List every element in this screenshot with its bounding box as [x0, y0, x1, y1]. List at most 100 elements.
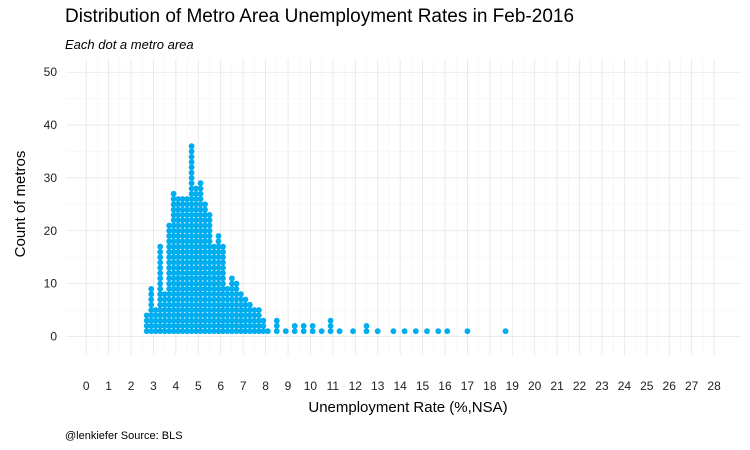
- metro-dot: [211, 301, 217, 308]
- metro-dot: [193, 196, 199, 202]
- x-tick-label: 10: [304, 379, 318, 393]
- metro-dot: [184, 249, 191, 255]
- metro-dot: [215, 328, 222, 335]
- metro-dot: [193, 249, 199, 255]
- metro-dot: [224, 301, 231, 308]
- metro-dot: [238, 328, 244, 335]
- metro-dot: [170, 323, 177, 329]
- metro-dot: [179, 217, 186, 224]
- metro-dot: [215, 323, 222, 329]
- metro-dot: [229, 296, 235, 303]
- metro-dot: [300, 323, 307, 329]
- metro-dot: [170, 286, 177, 292]
- metro-dot: [143, 328, 150, 335]
- metro-dot: [238, 312, 244, 319]
- metro-dot: [215, 301, 222, 308]
- metro-dot: [170, 254, 177, 261]
- metro-dot: [170, 249, 177, 255]
- metro-dot: [206, 291, 213, 298]
- metro-dot: [374, 328, 381, 335]
- chart-subtitle: Each dot a metro area: [65, 37, 194, 52]
- metro-dot: [220, 254, 226, 261]
- metro-dot: [327, 328, 334, 335]
- metro-dot: [179, 301, 186, 308]
- metro-dot: [233, 307, 240, 313]
- metro-dot: [143, 312, 150, 319]
- metro-dot: [152, 328, 159, 335]
- metro-dot: [197, 286, 204, 292]
- metro-dot: [233, 291, 240, 298]
- metro-dot: [188, 312, 195, 319]
- metro-dot: [157, 296, 164, 303]
- metro-dot: [175, 264, 182, 271]
- metro-dot: [251, 307, 258, 313]
- metro-dot: [157, 312, 164, 319]
- metro-dot: [211, 296, 217, 303]
- metro-dot: [175, 196, 182, 202]
- metro-dot: [246, 317, 253, 324]
- metro-dot: [202, 312, 208, 319]
- metro-dot: [197, 238, 204, 245]
- x-tick-label: 5: [195, 379, 202, 393]
- metro-dot: [193, 217, 199, 224]
- metro-dot: [282, 328, 289, 335]
- metro-dot: [170, 312, 177, 319]
- metro-dot: [390, 328, 397, 335]
- metro-dot: [184, 286, 191, 292]
- metro-dot: [179, 317, 186, 324]
- metro-dot: [202, 243, 208, 250]
- metro-dot: [251, 312, 258, 319]
- metro-dot: [327, 317, 334, 324]
- metro-dot: [238, 291, 244, 298]
- metro-dot: [188, 233, 195, 239]
- metro-dot: [242, 317, 249, 324]
- metro-dot: [179, 254, 186, 261]
- metro-dot: [148, 317, 155, 324]
- metro-dot: [233, 317, 240, 324]
- metro-dot: [179, 259, 186, 266]
- x-tick-label: 21: [550, 379, 564, 393]
- metro-dot: [188, 243, 195, 250]
- metro-dot: [175, 275, 182, 282]
- metro-dot: [206, 328, 213, 335]
- metro-dot: [206, 222, 213, 229]
- metro-dot: [157, 280, 164, 287]
- metro-dot: [233, 323, 240, 329]
- metro-dot: [179, 227, 186, 234]
- x-tick-label: 0: [83, 379, 90, 393]
- metro-dot: [233, 296, 240, 303]
- metro-dot: [206, 238, 213, 245]
- metro-dot: [179, 233, 186, 239]
- metro-dot: [197, 190, 204, 197]
- x-tick-label: 8: [262, 379, 269, 393]
- metro-dot: [148, 312, 155, 319]
- metro-dot: [188, 143, 195, 150]
- metro-dot: [184, 227, 191, 234]
- metro-dot: [211, 312, 217, 319]
- metro-dot: [188, 286, 195, 292]
- metro-dot: [166, 286, 173, 292]
- metro-dot: [401, 328, 408, 335]
- metro-dot: [188, 148, 195, 155]
- metro-dot: [175, 212, 182, 218]
- metro-dot: [211, 249, 217, 255]
- metro-dot: [211, 270, 217, 276]
- metro-dot: [188, 317, 195, 324]
- metro-dot: [206, 312, 213, 319]
- metro-dot: [166, 227, 173, 234]
- metro-dot: [202, 227, 208, 234]
- metro-dot: [202, 328, 208, 335]
- metro-dot: [179, 249, 186, 255]
- metro-dot: [148, 291, 155, 298]
- metro-dot: [170, 238, 177, 245]
- dot-layer: [143, 143, 509, 335]
- metro-dot: [220, 249, 226, 255]
- metro-dot: [424, 328, 430, 335]
- metro-dot: [188, 153, 195, 160]
- x-tick-label: 26: [663, 379, 677, 393]
- metro-dot: [170, 227, 177, 234]
- metro-dot: [166, 243, 173, 250]
- metro-dot: [197, 259, 204, 266]
- metro-dot: [152, 312, 159, 319]
- metro-dot: [193, 212, 199, 218]
